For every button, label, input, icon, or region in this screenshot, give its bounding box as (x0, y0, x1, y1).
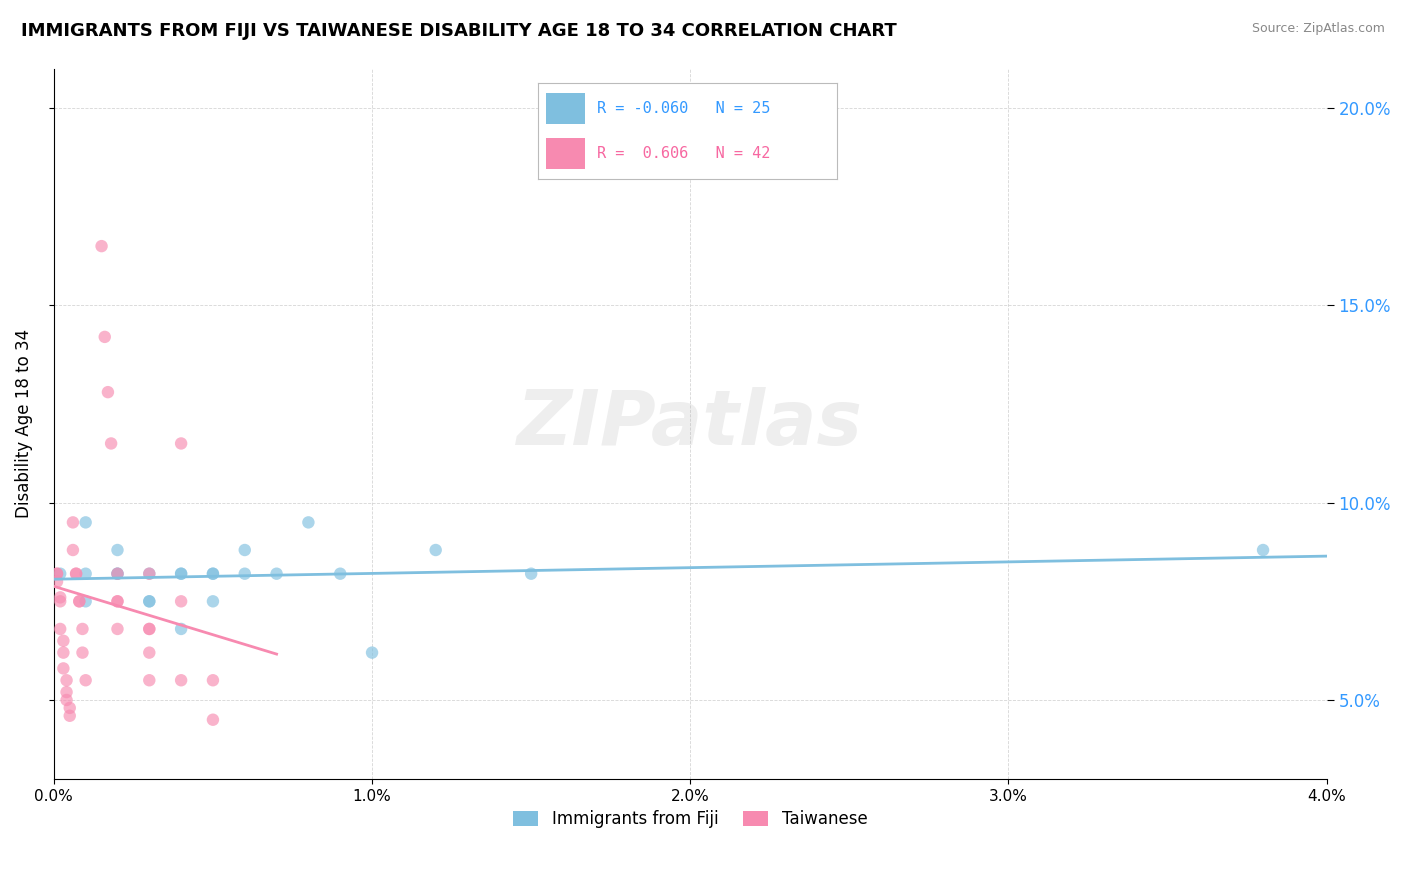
Point (233, 566, 256, 581)
Point (49, 591, 72, 605)
Point (138, 622, 160, 636)
Point (170, 436, 193, 450)
Point (62, 516, 84, 530)
Point (75, 594, 97, 608)
Point (46, 566, 69, 581)
Point (266, 566, 288, 581)
Point (67, 594, 90, 608)
Point (94, 330, 117, 344)
Point (46, 574, 69, 589)
Text: Source: ZipAtlas.com: Source: ZipAtlas.com (1251, 22, 1385, 36)
Y-axis label: Disability Age 18 to 34: Disability Age 18 to 34 (15, 329, 32, 518)
Point (201, 673, 224, 688)
Point (107, 543, 129, 558)
Point (100, 436, 122, 450)
Point (266, 780, 288, 794)
Point (59, 708, 82, 723)
Point (1251, 543, 1274, 558)
Point (59, 701, 82, 715)
Point (201, 594, 224, 608)
Point (201, 566, 224, 581)
Point (107, 566, 129, 581)
Point (425, 543, 447, 558)
Point (65, 566, 87, 581)
Legend: Immigrants from Fiji, Taiwanese: Immigrants from Fiji, Taiwanese (506, 803, 875, 835)
Point (46, 566, 69, 581)
Point (52, 661, 75, 675)
Point (52, 633, 75, 648)
Point (361, 646, 384, 660)
Point (55, 673, 77, 688)
Point (75, 566, 97, 581)
Point (75, 673, 97, 688)
Point (107, 594, 129, 608)
Point (107, 566, 129, 581)
Point (138, 566, 160, 581)
Point (107, 566, 129, 581)
Point (75, 516, 97, 530)
Point (55, 693, 77, 707)
Point (329, 566, 352, 581)
Point (72, 646, 94, 660)
Point (138, 673, 160, 688)
Point (49, 594, 72, 608)
Text: IMMIGRANTS FROM FIJI VS TAIWANESE DISABILITY AGE 18 TO 34 CORRELATION CHART: IMMIGRANTS FROM FIJI VS TAIWANESE DISABI… (21, 22, 897, 40)
Point (72, 622, 94, 636)
Point (170, 566, 193, 581)
Point (65, 566, 87, 581)
Point (90, 239, 112, 253)
Point (201, 566, 224, 581)
Text: ZIPatlas: ZIPatlas (517, 387, 863, 461)
Point (233, 543, 256, 558)
Point (138, 622, 160, 636)
Point (67, 594, 90, 608)
Point (297, 516, 319, 530)
Point (107, 622, 129, 636)
Point (170, 566, 193, 581)
Point (138, 594, 160, 608)
Point (138, 566, 160, 581)
Point (55, 685, 77, 699)
Point (49, 622, 72, 636)
Point (107, 594, 129, 608)
Point (170, 622, 193, 636)
Point (138, 594, 160, 608)
Point (520, 566, 543, 581)
Point (52, 646, 75, 660)
Point (138, 646, 160, 660)
Point (170, 673, 193, 688)
Point (49, 566, 72, 581)
Point (170, 594, 193, 608)
Point (62, 543, 84, 558)
Point (97, 385, 120, 400)
Point (201, 713, 224, 727)
